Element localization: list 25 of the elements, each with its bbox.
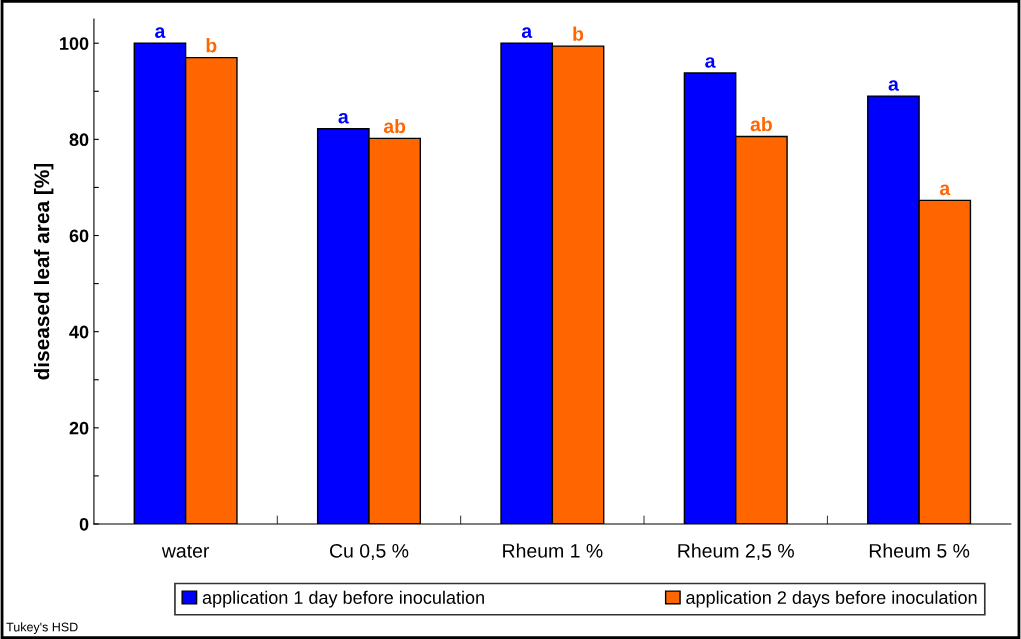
legend-label: application 2 days before inoculation xyxy=(686,590,977,608)
data-label: b xyxy=(206,38,217,53)
y-tick-label: 80 xyxy=(69,133,89,147)
data-label: a xyxy=(705,57,716,68)
data-label: b xyxy=(573,26,584,41)
data-label: a xyxy=(155,27,166,38)
data-label: a xyxy=(338,112,349,124)
y-tick-label: 20 xyxy=(69,421,89,435)
data-label: a xyxy=(521,27,533,38)
data-label: a xyxy=(888,80,899,91)
y-tick-label: 100 xyxy=(60,37,89,50)
x-tick-label: Rheum 5 % xyxy=(869,543,970,558)
y-tick-label: 0 xyxy=(79,517,89,531)
data-label: a xyxy=(939,184,951,196)
x-tick-label: Cu 0,5 % xyxy=(329,543,409,560)
x-tick-label: water xyxy=(161,544,210,558)
data-label: ab xyxy=(383,118,406,134)
x-tick-label: Rheum 2,5 % xyxy=(678,543,794,560)
y-tick-label: 60 xyxy=(69,229,89,243)
legend-label: application 1 day before inoculation xyxy=(202,590,484,608)
x-tick-label: Rheum 1 % xyxy=(503,543,603,558)
text: Tukey's HSD xyxy=(6,622,78,634)
y-axis-title: diseased leaf area [%] xyxy=(33,163,54,380)
y-tick-label: 40 xyxy=(69,325,89,339)
data-label: ab xyxy=(750,116,772,132)
